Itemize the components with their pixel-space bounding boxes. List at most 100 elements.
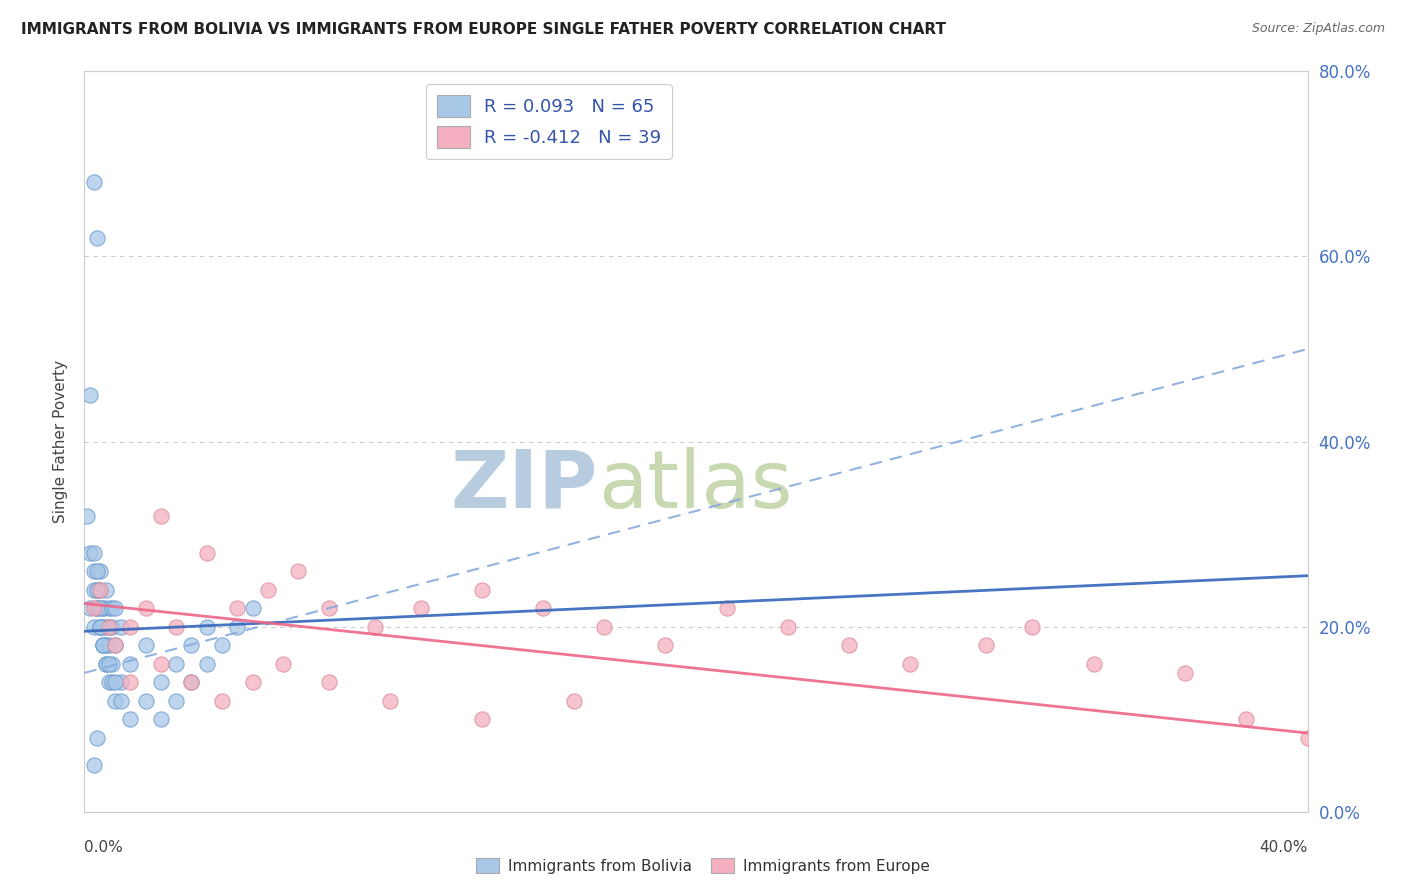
Point: [79, 388, 101, 402]
Point: [83, 582, 105, 597]
Text: 0.0%: 0.0%: [84, 840, 124, 855]
Point: [86, 601, 108, 615]
Point: [654, 638, 676, 652]
Point: [898, 657, 921, 671]
Y-axis label: Single Father Poverty: Single Father Poverty: [53, 360, 69, 523]
Point: [135, 601, 157, 615]
Point: [110, 675, 132, 690]
Point: [149, 675, 172, 690]
Point: [89, 582, 111, 597]
Point: [226, 619, 249, 633]
Point: [1083, 657, 1105, 671]
Point: [97, 601, 120, 615]
Point: [1174, 665, 1197, 680]
Point: [1236, 712, 1258, 726]
Point: [380, 694, 402, 708]
Point: [364, 619, 387, 633]
Point: [104, 694, 127, 708]
Point: [83, 619, 105, 633]
Point: [86, 582, 108, 597]
Point: [101, 601, 124, 615]
Point: [165, 694, 187, 708]
Point: [89, 582, 111, 597]
Point: [89, 619, 111, 633]
Point: [97, 638, 120, 652]
Point: [91, 638, 114, 652]
Point: [97, 619, 120, 633]
Legend: Immigrants from Bolivia, Immigrants from Europe: Immigrants from Bolivia, Immigrants from…: [470, 852, 936, 880]
Point: [593, 619, 616, 633]
Point: [195, 657, 218, 671]
Point: [149, 657, 172, 671]
Point: [226, 601, 249, 615]
Point: [135, 638, 157, 652]
Point: [409, 601, 432, 615]
Point: [211, 694, 233, 708]
Point: [91, 638, 114, 652]
Point: [1021, 619, 1043, 633]
Point: [135, 694, 157, 708]
Point: [271, 657, 294, 671]
Point: [120, 657, 142, 671]
Point: [101, 675, 124, 690]
Point: [89, 619, 111, 633]
Point: [195, 619, 218, 633]
Point: [838, 638, 860, 652]
Point: [86, 231, 108, 245]
Point: [83, 601, 105, 615]
Point: [104, 638, 127, 652]
Point: [562, 694, 585, 708]
Point: [79, 601, 101, 615]
Point: [776, 619, 799, 633]
Point: [195, 545, 218, 560]
Point: [76, 508, 98, 523]
Point: [257, 582, 280, 597]
Point: [976, 638, 998, 652]
Point: [101, 619, 124, 633]
Point: [97, 675, 120, 690]
Point: [471, 712, 494, 726]
Point: [104, 675, 127, 690]
Text: IMMIGRANTS FROM BOLIVIA VS IMMIGRANTS FROM EUROPE SINGLE FATHER POVERTY CORRELAT: IMMIGRANTS FROM BOLIVIA VS IMMIGRANTS FR…: [21, 22, 946, 37]
Point: [318, 601, 340, 615]
Point: [89, 564, 111, 578]
Point: [97, 657, 120, 671]
Point: [94, 657, 117, 671]
Point: [83, 758, 105, 772]
Point: [716, 601, 738, 615]
Point: [83, 564, 105, 578]
Point: [83, 545, 105, 560]
Point: [91, 619, 114, 633]
Point: [471, 582, 494, 597]
Point: [110, 619, 132, 633]
Point: [242, 675, 264, 690]
Point: [86, 582, 108, 597]
Legend: R = 0.093   N = 65, R = -0.412   N = 39: R = 0.093 N = 65, R = -0.412 N = 39: [426, 84, 672, 159]
Point: [101, 657, 124, 671]
Point: [94, 619, 117, 633]
Point: [89, 619, 111, 633]
Point: [287, 564, 309, 578]
Point: [86, 564, 108, 578]
Point: [120, 675, 142, 690]
Point: [149, 508, 172, 523]
Text: 40.0%: 40.0%: [1260, 840, 1308, 855]
Point: [318, 675, 340, 690]
Point: [91, 638, 114, 652]
Point: [211, 638, 233, 652]
Point: [242, 601, 264, 615]
Point: [91, 601, 114, 615]
Point: [180, 675, 202, 690]
Point: [165, 619, 187, 633]
Point: [94, 638, 117, 652]
Point: [79, 545, 101, 560]
Point: [86, 601, 108, 615]
Point: [104, 601, 127, 615]
Text: atlas: atlas: [598, 447, 793, 525]
Point: [1296, 731, 1319, 745]
Point: [97, 619, 120, 633]
Point: [104, 638, 127, 652]
Point: [94, 657, 117, 671]
Text: Source: ZipAtlas.com: Source: ZipAtlas.com: [1251, 22, 1385, 36]
Point: [120, 712, 142, 726]
